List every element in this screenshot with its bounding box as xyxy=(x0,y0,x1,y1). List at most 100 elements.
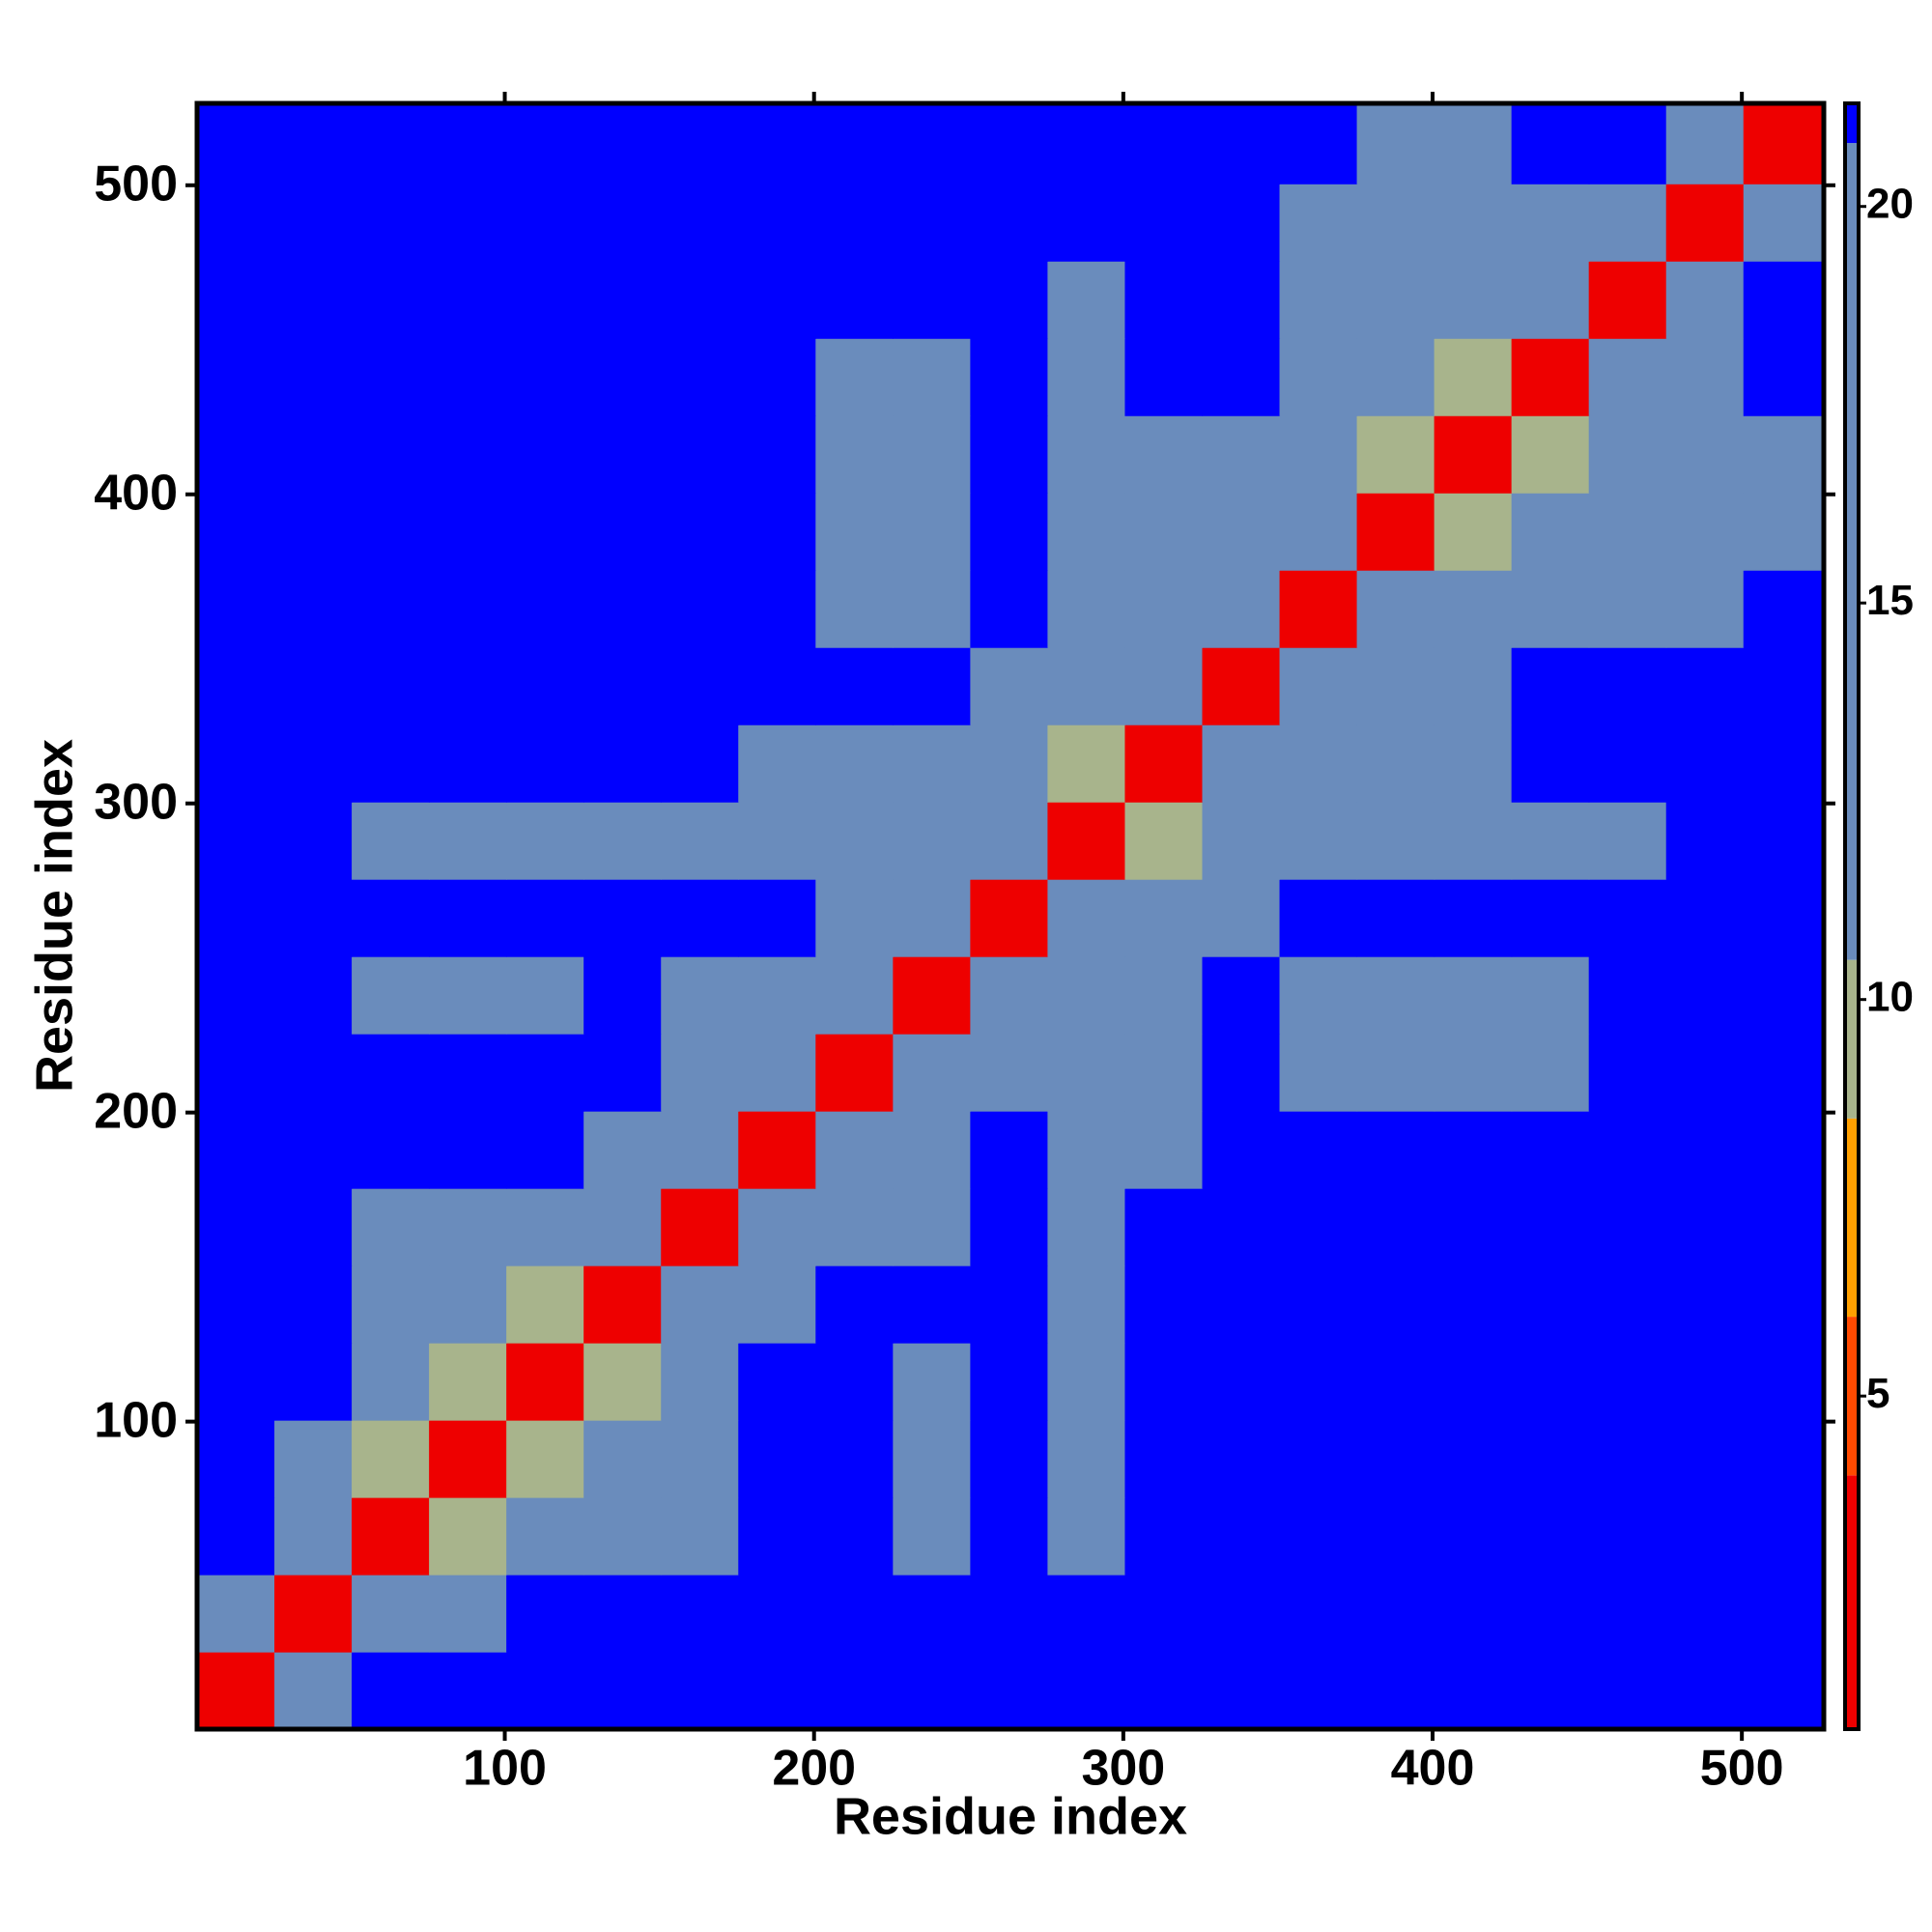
heatmap-cell xyxy=(1047,879,1126,957)
heatmap-cell xyxy=(1124,1575,1204,1653)
heatmap-cell xyxy=(583,1034,662,1112)
heatmap-cell xyxy=(1665,1497,1745,1576)
heatmap-cell xyxy=(1124,802,1204,880)
heatmap-cell xyxy=(1743,1575,1825,1653)
heatmap-cell xyxy=(1665,1265,1745,1344)
heatmap-cell xyxy=(1588,570,1667,648)
heatmap-cell xyxy=(1588,879,1667,957)
heatmap-cell xyxy=(661,493,739,571)
heatmap-cell xyxy=(274,724,353,803)
heatmap-cell xyxy=(583,647,662,725)
heatmap-cell xyxy=(1279,956,1358,1035)
heatmap-cell xyxy=(583,415,662,494)
heatmap-cell xyxy=(352,415,430,494)
heatmap-cell xyxy=(1047,493,1126,571)
heatmap-cell xyxy=(738,647,816,725)
heatmap-cell xyxy=(1047,1034,1126,1112)
heatmap-cell xyxy=(1511,647,1590,725)
heatmap-cell xyxy=(970,1343,1049,1421)
heatmap-cell xyxy=(583,1652,662,1730)
heatmap-cell xyxy=(738,1497,816,1576)
axes: 100 200 300 400 500 100 200 300 400 500 5 10 15 20 xyxy=(94,92,1914,1797)
heatmap-cell xyxy=(661,1265,739,1344)
heatmap-cell xyxy=(1279,1034,1358,1112)
heatmap-cell xyxy=(661,647,739,725)
heatmap-cell xyxy=(1743,879,1825,957)
colorbar-frame xyxy=(1843,101,1861,1731)
heatmap-cell xyxy=(1202,415,1281,494)
heatmap-cell xyxy=(274,1111,353,1189)
heatmap-cell xyxy=(661,1343,739,1421)
heatmap-cell xyxy=(1743,493,1825,571)
heatmap-cell xyxy=(815,338,894,416)
heatmap-cell xyxy=(1665,1420,1745,1498)
heatmap-cell xyxy=(506,184,584,262)
heatmap-cell xyxy=(1434,261,1513,339)
heatmap-cell xyxy=(661,261,739,339)
heatmap-cell xyxy=(738,338,816,416)
heatmap-cell xyxy=(1124,1420,1204,1498)
heatmap-cell xyxy=(1434,415,1513,494)
heatmap-cell xyxy=(429,647,507,725)
heatmap-cell xyxy=(1356,1497,1435,1576)
heatmap-cell xyxy=(815,879,894,957)
heatmap-cell xyxy=(1511,338,1590,416)
heatmap-cells xyxy=(197,103,1825,1730)
heatmap-cell xyxy=(738,1265,816,1344)
y-axis-title: Residue index xyxy=(25,739,83,1093)
heatmap-cell xyxy=(506,724,584,803)
y-tick-label: 100 xyxy=(94,1392,178,1448)
heatmap-cell xyxy=(197,493,275,571)
heatmap-cell xyxy=(197,261,275,339)
heatmap-cell xyxy=(1588,1343,1667,1421)
heatmap-cell xyxy=(1511,570,1590,648)
heatmap-cell xyxy=(429,1111,507,1189)
heatmap-cell xyxy=(738,1034,816,1112)
heatmap-cell xyxy=(1743,415,1825,494)
heatmap-cell xyxy=(661,1111,739,1189)
heatmap-cell xyxy=(1743,184,1825,262)
heatmap-cell xyxy=(1665,493,1745,571)
heatmap-cell xyxy=(815,802,894,880)
heatmap-cell xyxy=(1279,1420,1358,1498)
heatmap-cell xyxy=(197,1111,275,1189)
heatmap-cell xyxy=(1202,1343,1281,1421)
heatmap-cell xyxy=(429,956,507,1035)
y-tick-label: 400 xyxy=(94,465,178,521)
heatmap-cell xyxy=(429,493,507,571)
heatmap-cell xyxy=(1047,1343,1126,1421)
heatmap-cell xyxy=(352,103,430,185)
heatmap-cell xyxy=(352,1111,430,1189)
heatmap-cell xyxy=(1434,802,1513,880)
x-axis-title: Residue index xyxy=(834,1787,1187,1845)
heatmap-cell xyxy=(893,1111,971,1189)
heatmap-cell xyxy=(274,1420,353,1498)
heatmap-cell xyxy=(1511,1652,1590,1730)
heatmap-cell xyxy=(274,570,353,648)
heatmap-cell xyxy=(1124,570,1204,648)
heatmap-cell xyxy=(738,570,816,648)
heatmap-cell xyxy=(1279,647,1358,725)
heatmap-cell xyxy=(1588,1188,1667,1266)
heatmap-cell xyxy=(583,1265,662,1344)
heatmap-cell xyxy=(1434,1343,1513,1421)
heatmap-cell xyxy=(197,647,275,725)
heatmap-cell xyxy=(815,956,894,1035)
heatmap-cell xyxy=(1743,570,1825,648)
heatmap-cell xyxy=(1279,338,1358,416)
heatmap-cell xyxy=(1665,103,1745,185)
heatmap-cell xyxy=(1202,184,1281,262)
heatmap-cell xyxy=(1511,1111,1590,1189)
heatmap-cell xyxy=(429,415,507,494)
heatmap-cell xyxy=(197,879,275,957)
heatmap-cell xyxy=(738,879,816,957)
heatmap-cell xyxy=(583,493,662,571)
heatmap-cell xyxy=(661,1034,739,1112)
heatmap-cell xyxy=(661,956,739,1035)
heatmap-cell xyxy=(815,1652,894,1730)
heatmap-cell xyxy=(1202,338,1281,416)
heatmap-cell xyxy=(506,1188,584,1266)
heatmap-cell xyxy=(970,570,1049,648)
heatmap-cell xyxy=(352,802,430,880)
heatmap-cell xyxy=(506,802,584,880)
